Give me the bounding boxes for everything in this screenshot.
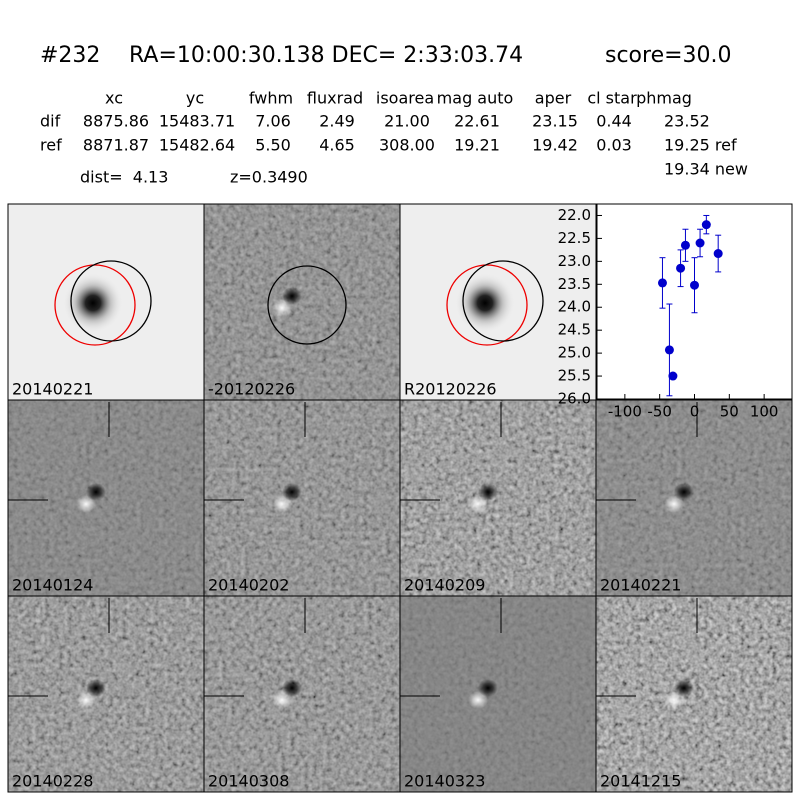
source: [63, 273, 123, 333]
noise: [8, 400, 204, 596]
noise: [596, 596, 792, 792]
table-cell: 23.52: [664, 112, 710, 131]
x-tick-label: 0: [690, 403, 700, 421]
noise: [8, 596, 204, 792]
noise: [596, 400, 792, 596]
x-tick-label: -100: [608, 403, 642, 421]
column-header: mag auto: [437, 89, 514, 108]
column-header: phmag: [636, 89, 692, 108]
aperture: [446, 264, 528, 346]
stamp-label: 20140209: [404, 576, 485, 595]
column-header: fwhm: [249, 89, 293, 108]
residual: [282, 679, 302, 697]
stamp-label: 20140202: [208, 576, 289, 595]
stamp-label: 20140308: [208, 772, 289, 791]
table-cell: 8871.87: [83, 136, 149, 155]
y-tick-label: 23.5: [558, 275, 591, 293]
column-header: isoarea: [376, 89, 434, 108]
table-cell: 19.42: [532, 136, 578, 155]
residual: [282, 287, 302, 305]
residual: [674, 483, 694, 501]
point: [701, 220, 711, 230]
row-label: ref: [40, 136, 62, 155]
redshift: z=0.3490: [230, 168, 308, 187]
score: score=30.0: [605, 43, 732, 68]
column-header: fluxrad: [307, 89, 363, 108]
table-cell: 2.49: [319, 112, 355, 131]
noise: [204, 596, 400, 792]
stamp-label: 20140228: [12, 772, 93, 791]
y-tick-label: 23.0: [558, 252, 591, 270]
coordinates: RA=10:00:30.138 DEC= 2:33:03.74: [129, 43, 523, 68]
column-header: xc: [105, 89, 123, 108]
distance: dist= 4.13: [80, 168, 168, 187]
point: [680, 240, 690, 250]
aperture: [462, 260, 544, 342]
stamp-frame: [595, 595, 793, 793]
table-cell: 19.25 ref: [664, 136, 737, 155]
table-cell: 308.00: [379, 136, 435, 155]
point: [713, 249, 723, 259]
candidate-id: #232: [40, 43, 100, 68]
table-cell: 15482.64: [159, 136, 235, 155]
stamp-label: 20141215: [600, 772, 681, 791]
x-tick-label: 100: [750, 403, 779, 421]
stamp-label: -20120226: [208, 380, 295, 399]
table-cell: 15483.71: [159, 112, 235, 131]
table-cell: 7.06: [255, 112, 291, 131]
noise: [400, 400, 596, 596]
point: [664, 345, 674, 355]
y-tick-label: 24.0: [558, 298, 591, 316]
stamp-label: 20140221: [12, 380, 93, 399]
table-cell: 21.00: [384, 112, 430, 131]
y-tick-label: 24.5: [558, 321, 591, 339]
table-cell: 8875.86: [83, 112, 149, 131]
table-cell: 0.03: [596, 136, 632, 155]
y-tick-label: 25.5: [558, 367, 591, 385]
aperture: [70, 260, 152, 342]
y-tick-label: 22.0: [558, 206, 591, 224]
row-label: dif: [40, 112, 61, 131]
column-header: aper: [535, 89, 572, 108]
point: [668, 371, 678, 381]
stamp-label: 20140221: [600, 576, 681, 595]
column-header: cl star: [587, 89, 637, 108]
table-cell: 23.15: [532, 112, 578, 131]
residual: [86, 483, 106, 501]
residual: [674, 679, 694, 697]
table-cell: 22.61: [454, 112, 500, 131]
y-tick-label: 25.0: [558, 344, 591, 362]
noise: [204, 204, 400, 400]
residual: [478, 679, 498, 697]
aperture: [267, 265, 347, 345]
noise: [400, 596, 596, 792]
table-cell: 19.21: [454, 136, 500, 155]
table-cell: 0.44: [596, 112, 632, 131]
column-header: yc: [186, 89, 204, 108]
residual: [478, 483, 498, 501]
noise: [204, 400, 400, 596]
x-tick-label: -50: [647, 403, 672, 421]
x-tick-label: 50: [720, 403, 739, 421]
stamp-label: R20120226: [404, 380, 497, 399]
point: [657, 278, 667, 288]
residual: [86, 679, 106, 697]
table-cell: 5.50: [255, 136, 291, 155]
stamp-label: 20140323: [404, 772, 485, 791]
residual: [282, 483, 302, 501]
stamp-label: 20140124: [12, 576, 93, 595]
table-cell: 4.65: [319, 136, 355, 155]
y-tick-label: 26.0: [558, 390, 591, 408]
y-tick-label: 22.5: [558, 229, 591, 247]
point: [676, 263, 686, 273]
point: [690, 280, 699, 290]
phmag-new: 19.34 new: [664, 160, 748, 179]
source: [455, 273, 515, 333]
aperture: [54, 264, 136, 346]
point: [695, 238, 705, 248]
